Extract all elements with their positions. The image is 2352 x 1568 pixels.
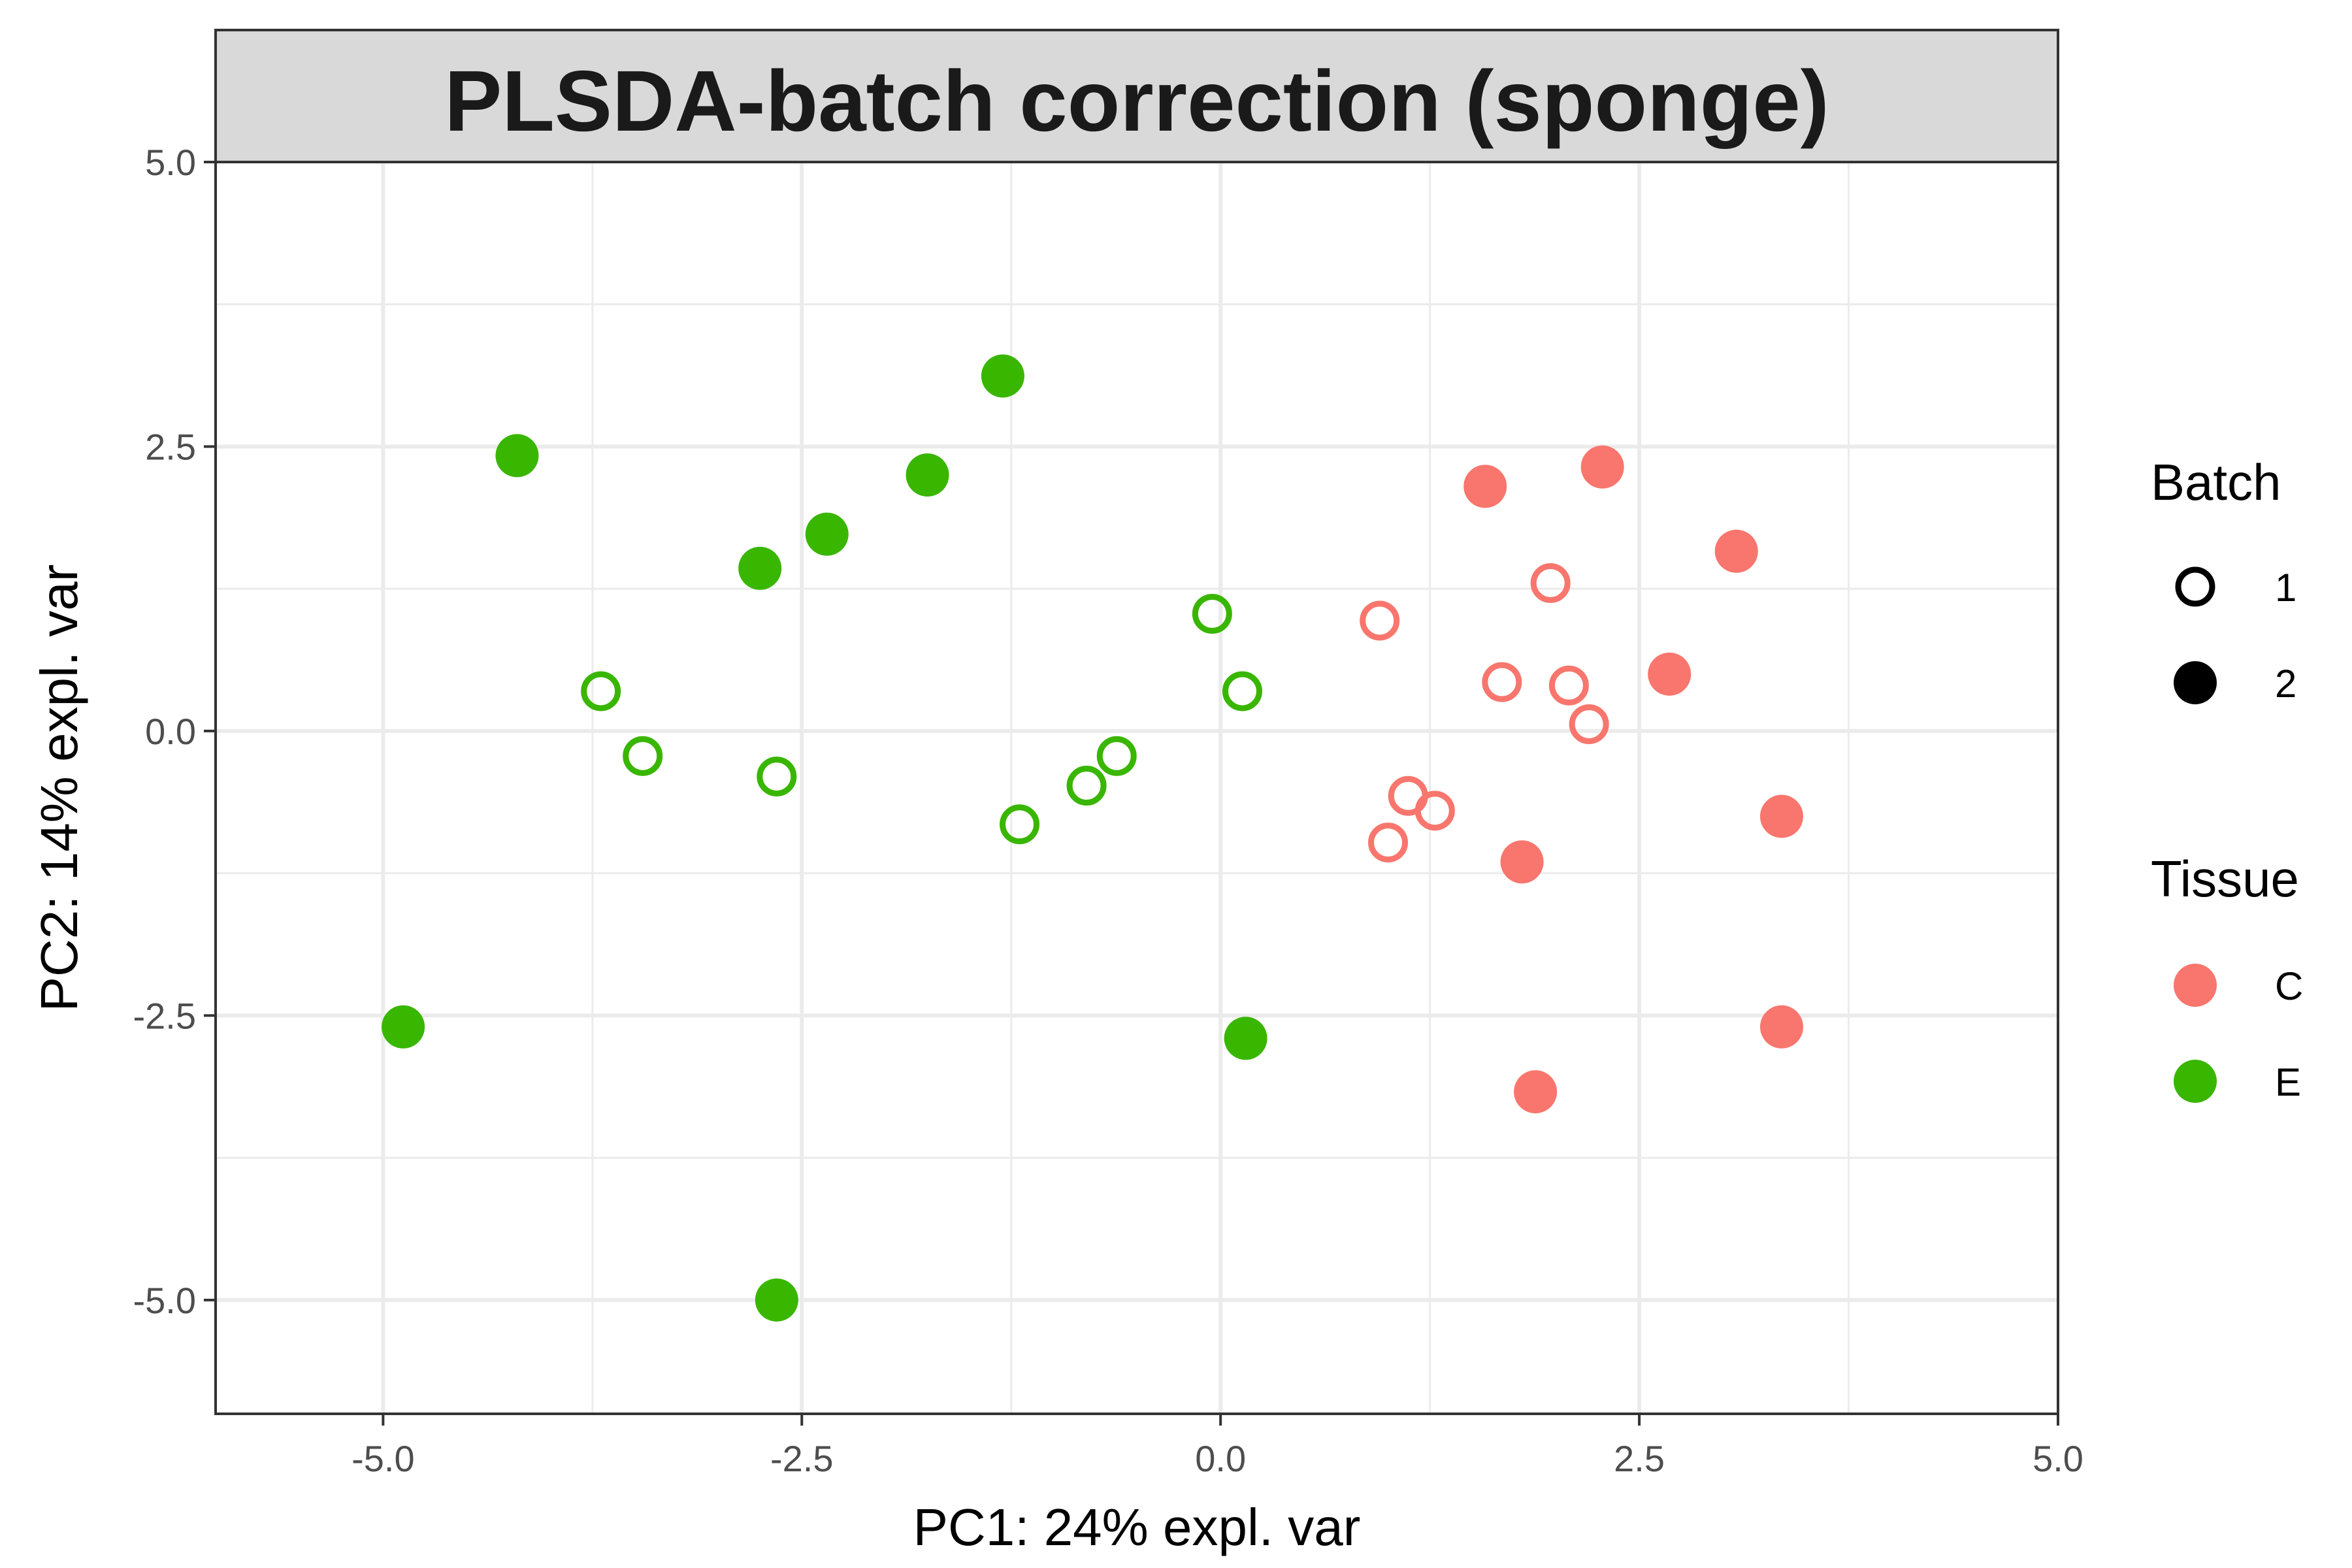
data-point-tissue-c-batch-1 xyxy=(1530,563,1571,603)
data-point-tissue-e-batch-1 xyxy=(757,757,797,797)
title-strip xyxy=(214,29,2059,163)
legend-tissue-label-c: C xyxy=(2275,964,2303,1008)
data-point-tissue-c-batch-1 xyxy=(1569,704,1609,744)
x-tick-label: 0.0 xyxy=(1195,1438,1246,1479)
axis-ticks: -5.0 -2.5 0.0 2.5 5.0 -5.0 -2.5 0.0 2.5 5.0 xyxy=(133,142,2083,1479)
x-tick-label: -5.0 xyxy=(351,1438,415,1479)
data-point-tissue-c-batch-2 xyxy=(1760,1005,1803,1049)
data-point-tissue-e-batch-1 xyxy=(623,736,663,776)
legend-batch: Batch 1 2 xyxy=(2151,453,2296,706)
data-point-tissue-e-batch-1 xyxy=(1066,766,1107,806)
legend-batch-label-1: 1 xyxy=(2275,566,2296,610)
x-tick-label: 5.0 xyxy=(2033,1438,2083,1479)
legend-tissue-title: Tissue xyxy=(2151,850,2299,907)
data-point-tissue-c-batch-2 xyxy=(1648,652,1691,696)
data-point-tissue-c-batch-1 xyxy=(1414,791,1455,831)
data-point-tissue-c-batch-2 xyxy=(1514,1070,1558,1114)
data-point-tissue-c-batch-2 xyxy=(1714,529,1758,573)
chart-title: PLSDA-batch correction (sponge) xyxy=(444,53,1829,149)
data-point-tissue-c-batch-2 xyxy=(1760,794,1803,838)
legend-tissue-label-e: E xyxy=(2275,1060,2301,1104)
y-axis-title: PC2: 14% expl. var xyxy=(30,564,88,1012)
y-tick-label: -5.0 xyxy=(133,1280,197,1321)
data-point-tissue-e-batch-2 xyxy=(738,546,782,590)
plot-panel xyxy=(216,162,2058,1414)
data-point-tissue-e-batch-2 xyxy=(906,453,949,497)
data-point-tissue-c-batch-2 xyxy=(1463,465,1507,508)
y-tick-label: 0.0 xyxy=(145,711,196,752)
y-tick-label: 5.0 xyxy=(145,142,196,183)
data-point-tissue-e-batch-1 xyxy=(581,671,621,711)
data-point-tissue-c-batch-2 xyxy=(1580,445,1624,489)
legend-filled-circle-icon xyxy=(2174,661,2217,704)
x-axis-title: PC1: 24% expl. var xyxy=(913,1498,1361,1556)
data-point-tissue-e-batch-2 xyxy=(755,1278,798,1322)
data-point-tissue-c-batch-1 xyxy=(1360,600,1400,641)
x-tick-label: 2.5 xyxy=(1614,1438,1665,1479)
y-tick-label: 2.5 xyxy=(145,426,196,467)
legend-swatch-c-icon xyxy=(2174,964,2217,1007)
data-point-tissue-e-batch-2 xyxy=(1224,1017,1267,1060)
data-point-tissue-c-batch-1 xyxy=(1482,662,1522,702)
data-point-tissue-c-batch-1 xyxy=(1368,823,1409,863)
data-point-tissue-e-batch-2 xyxy=(495,434,539,478)
data-point-tissue-e-batch-1 xyxy=(1000,804,1040,845)
data-point-tissue-e-batch-1 xyxy=(1222,671,1263,711)
points xyxy=(382,354,1803,1322)
legend-batch-label-2: 2 xyxy=(2275,662,2296,706)
data-point-tissue-e-batch-2 xyxy=(382,1005,425,1049)
legend-batch-title: Batch xyxy=(2151,453,2281,511)
data-point-tissue-c-batch-2 xyxy=(1500,840,1544,884)
x-tick-label: -2.5 xyxy=(770,1438,834,1479)
data-point-tissue-e-batch-2 xyxy=(805,512,849,556)
y-tick-label: -2.5 xyxy=(133,995,197,1036)
panel-border xyxy=(214,161,2059,1415)
grid xyxy=(216,162,2058,1414)
legend-tissue: Tissue C E xyxy=(2151,850,2303,1104)
data-point-tissue-c-batch-1 xyxy=(1548,665,1589,706)
data-point-tissue-e-batch-2 xyxy=(981,354,1024,398)
data-point-tissue-e-batch-1 xyxy=(1096,736,1137,776)
data-point-tissue-e-batch-1 xyxy=(1192,594,1232,634)
legend-open-circle-icon xyxy=(2175,566,2215,607)
legend-swatch-e-icon xyxy=(2174,1060,2217,1103)
